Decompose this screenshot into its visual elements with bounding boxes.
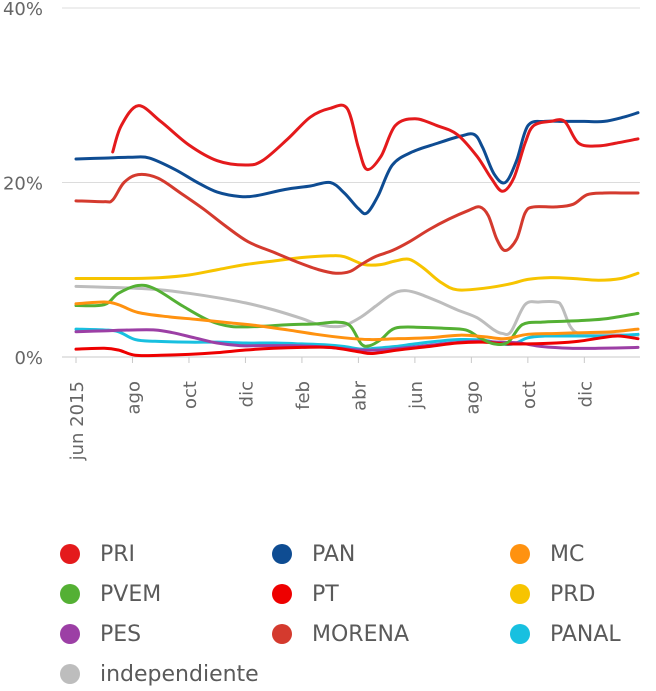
series-line-pt xyxy=(74,334,640,358)
legend-label: PVEM xyxy=(100,581,162,607)
legend-marker xyxy=(60,624,80,644)
legend-item-independiente[interactable]: independiente xyxy=(60,657,259,691)
x-tick-label: abr xyxy=(349,380,370,410)
series-line-panal xyxy=(74,327,640,351)
legend-item-pes[interactable]: PES xyxy=(60,617,141,651)
x-tick-label: ago xyxy=(123,381,144,414)
legend-marker xyxy=(272,584,292,604)
series-layer xyxy=(74,103,640,358)
legend-marker xyxy=(510,544,530,564)
legend-label: PES xyxy=(100,621,142,647)
legend-item-pt[interactable]: PT xyxy=(272,577,339,611)
series-line-mc xyxy=(74,300,640,342)
x-tick-label: dic xyxy=(575,381,596,407)
x-tick-label: dic xyxy=(236,381,257,407)
x-tick-label: oct xyxy=(519,381,540,409)
legend-item-morena[interactable]: MORENA xyxy=(272,617,409,651)
legend-marker xyxy=(272,624,292,644)
x-tick-labels: jun 2015 ago oct dic feb abr jun ago oct dic xyxy=(67,380,596,461)
series-line-pvem xyxy=(74,283,640,348)
x-tick-label: oct xyxy=(180,381,201,409)
y-tick-label: 40% xyxy=(3,0,43,20)
x-tick-label: ago xyxy=(462,381,483,414)
series-line-independiente xyxy=(74,284,640,337)
legend-marker xyxy=(60,544,80,564)
legend-label: PAN xyxy=(312,541,356,567)
legend-label: MORENA xyxy=(312,621,409,647)
x-tick-label: feb xyxy=(293,381,314,410)
legend-label: PRD xyxy=(550,581,596,607)
chart-legend: PRI PAN MC PVEM PT PRD PES MORENA PANAL … xyxy=(60,537,650,687)
legend-item-pri[interactable]: PRI xyxy=(60,537,135,571)
y-tick-label: 20% xyxy=(3,174,43,195)
legend-label: independiente xyxy=(100,661,259,687)
series-line-pri xyxy=(111,103,640,193)
legend-label: PT xyxy=(312,581,339,607)
x-tick-label: jun xyxy=(406,381,427,410)
legend-label: PANAL xyxy=(550,621,621,647)
legend-marker xyxy=(510,624,530,644)
legend-item-panal[interactable]: PANAL xyxy=(510,617,621,651)
legend-marker xyxy=(60,584,80,604)
x-tick-label: jun 2015 xyxy=(67,381,88,461)
legend-label: MC xyxy=(550,541,585,567)
grid-layer xyxy=(62,7,640,363)
series-line-prd xyxy=(74,254,640,292)
legend-item-pvem[interactable]: PVEM xyxy=(60,577,161,611)
legend-item-prd[interactable]: PRD xyxy=(510,577,596,611)
legend-marker xyxy=(272,544,292,564)
legend-marker xyxy=(60,664,80,684)
y-tick-label: 0% xyxy=(14,348,43,369)
y-tick-labels: 0% 20% 40% xyxy=(3,0,43,369)
legend-marker xyxy=(510,584,530,604)
chart-canvas: 0% 20% 40% jun 2015 ago oct dic feb abr jun ago oc… xyxy=(3,0,640,461)
line-chart: 0% 20% 40% jun 2015 ago oct dic feb abr jun ago oc… xyxy=(3,0,640,461)
legend-item-pan[interactable]: PAN xyxy=(272,537,355,571)
legend-label: PRI xyxy=(100,541,136,567)
series-line-morena xyxy=(74,172,640,275)
series-line-pan xyxy=(74,111,640,216)
legend-item-mc[interactable]: MC xyxy=(510,537,584,571)
